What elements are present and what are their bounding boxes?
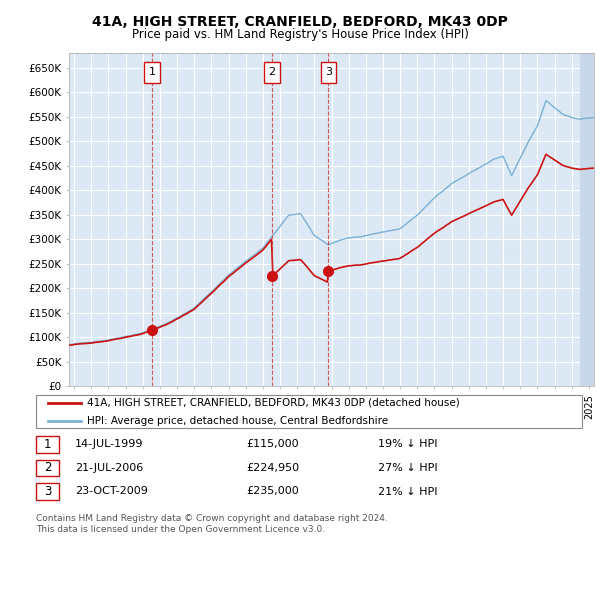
Text: 41A, HIGH STREET, CRANFIELD, BEDFORD, MK43 0DP: 41A, HIGH STREET, CRANFIELD, BEDFORD, MK… (92, 15, 508, 29)
Bar (320, 62, 336, 83)
Text: 14-JUL-1999: 14-JUL-1999 (75, 440, 143, 449)
Text: £115,000: £115,000 (246, 440, 299, 449)
Text: 21% ↓ HPI: 21% ↓ HPI (378, 487, 437, 496)
Bar (265, 62, 280, 83)
Text: HPI: Average price, detached house, Central Bedfordshire: HPI: Average price, detached house, Cent… (87, 416, 388, 425)
Text: 23-OCT-2009: 23-OCT-2009 (75, 487, 148, 496)
Text: 19% ↓ HPI: 19% ↓ HPI (378, 440, 437, 449)
Text: 2: 2 (269, 67, 275, 77)
Text: 41A, HIGH STREET, CRANFIELD, BEDFORD, MK43 0DP (detached house): 41A, HIGH STREET, CRANFIELD, BEDFORD, MK… (87, 398, 460, 408)
Text: Price paid vs. HM Land Registry's House Price Index (HPI): Price paid vs. HM Land Registry's House … (131, 28, 469, 41)
Bar (145, 62, 160, 83)
Text: 27% ↓ HPI: 27% ↓ HPI (378, 463, 437, 473)
Text: Contains HM Land Registry data © Crown copyright and database right 2024.
This d: Contains HM Land Registry data © Crown c… (36, 514, 388, 534)
Text: 2: 2 (44, 461, 51, 474)
Text: 21-JUL-2006: 21-JUL-2006 (75, 463, 143, 473)
Text: £235,000: £235,000 (246, 487, 299, 496)
Text: 1: 1 (149, 67, 155, 77)
Text: 3: 3 (325, 67, 332, 77)
Text: 3: 3 (44, 485, 51, 498)
Text: £224,950: £224,950 (246, 463, 299, 473)
Text: 1: 1 (44, 438, 51, 451)
Bar (580, 53, 600, 386)
